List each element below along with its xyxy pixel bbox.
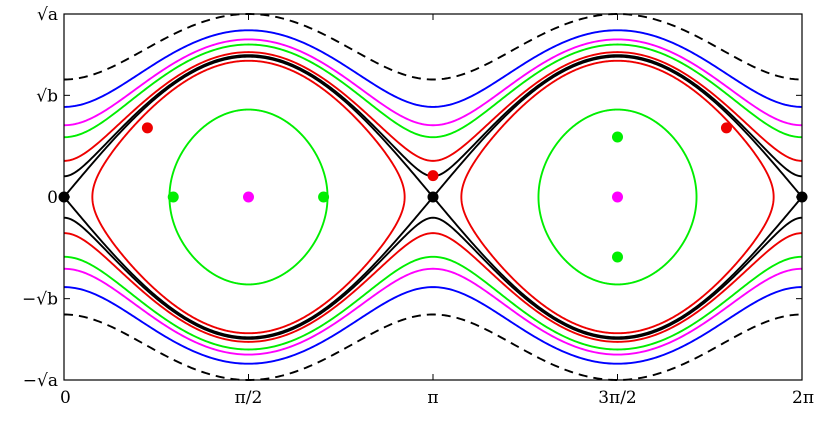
data-point-red-9 [427,170,439,182]
data-point-red-11 [720,122,732,134]
series-curve-blue-rotation-1 [63,29,803,365]
series-curve-black-rotation-0 [63,13,803,381]
data-point-green-7 [612,131,623,143]
y-tick-label: −√a [23,371,58,391]
data-point-red-10 [141,122,153,134]
y-tick-label: √b [36,86,58,106]
series-curve-green-rotation-3 [63,43,803,351]
x-tick-label: 3π/2 [598,388,637,408]
data-point-black-1 [427,191,439,203]
y-tick-label: 0 [47,188,58,208]
y-tick-label: √a [37,5,58,25]
points-layer [58,122,808,263]
series-curve-red-rotation-4 [63,51,803,343]
x-tick-label: 0 [60,388,71,408]
data-point-green-6 [318,191,330,203]
data-point-green-8 [612,251,623,263]
ticks-layer [63,13,803,381]
series-curve-red-libration-7 [91,59,775,335]
y-tick-label: −√b [22,290,58,310]
x-tick-label: π/2 [235,388,263,408]
tick-labels-layer: 0 π/2 π 3π/2 2π √a √b 0 −√b −√a [22,5,814,408]
series-curve-magenta-rotation-2 [63,38,803,356]
x-tick-label: π [427,388,438,408]
x-tick-label: 2π [792,388,814,408]
data-point-magenta-4 [612,191,623,203]
data-point-green-5 [167,191,179,203]
data-point-magenta-3 [242,191,254,203]
